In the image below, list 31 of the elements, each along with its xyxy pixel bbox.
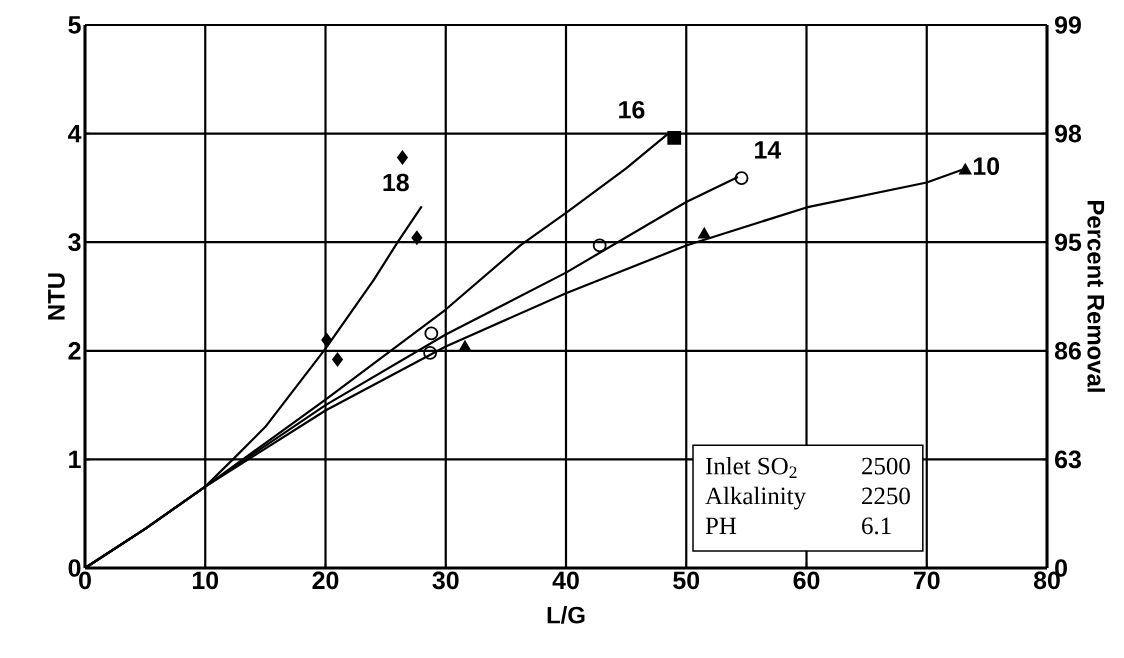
y-axis-title: NTU [48,273,65,320]
text: 86 [1054,341,1081,360]
y-tick-label: 2 [68,342,81,360]
y-tick-label: 3 [68,233,81,252]
text: 99 [1054,16,1081,34]
x-tick-label: 70 [913,571,940,590]
annotation: PH [705,517,737,534]
x-tick-label: 60 [793,571,820,590]
x-tick-label: 50 [673,571,700,590]
y-tick-label: 5 [68,16,81,34]
y2-axis-title: Percent Removal [1087,201,1105,392]
text: 95 [1054,233,1082,252]
annotation: 2500 [862,457,910,475]
annotation: Inlet SO$_{2}$ [705,456,797,478]
x-tick-label: 10 [192,571,219,590]
text: 63 [1055,450,1081,469]
y-tick-label: 0 [68,559,81,577]
annotation: 18 [383,173,409,192]
annotation: 14 [755,141,782,159]
x-axis-title: L/G [547,606,585,624]
y-tick-label: 4 [68,125,82,143]
annotation: 16 [619,100,645,119]
x-tick-label: 20 [312,571,339,590]
y-tick-label: 1 [69,450,81,468]
annotation: 10 [973,157,1000,175]
annotation: 6.1 [862,517,891,535]
x-tick-label: 30 [432,571,459,590]
text: 98 [1054,124,1082,143]
annotation: 2250 [862,487,910,505]
annotation: Alkalinity [705,486,806,510]
x-tick-label: 40 [552,571,579,590]
